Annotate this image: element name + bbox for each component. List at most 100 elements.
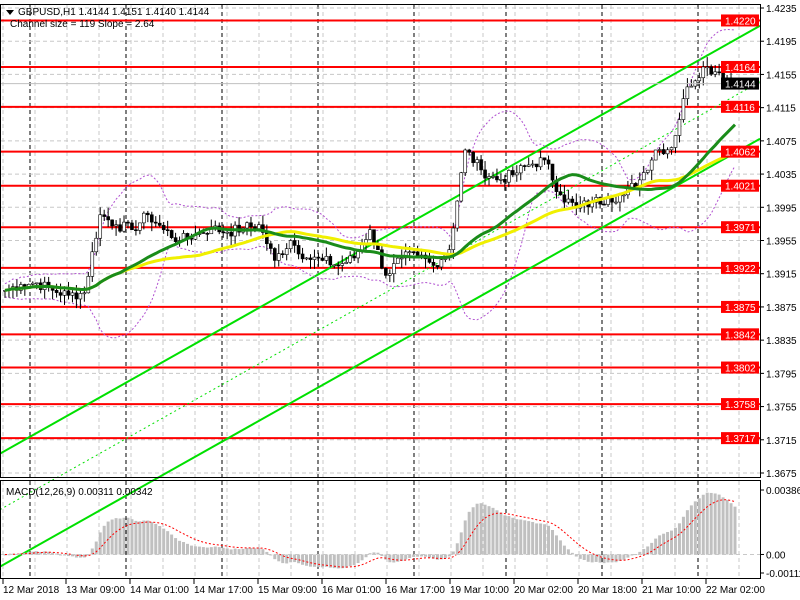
macd-histogram-bar [396,554,400,562]
macd-histogram-bar [106,521,110,555]
collapse-triangle-icon[interactable] [6,10,14,15]
macd-histogram-bar [114,518,118,555]
candle-body [70,292,75,296]
candle-body [114,224,118,227]
candle-body [697,77,702,82]
macd-histogram-bar [523,520,527,555]
candle-body [522,165,527,167]
candle-body [58,292,63,296]
candle-body [316,256,321,259]
candle-body [681,98,686,120]
candle-body [288,240,293,249]
macd-histogram-bar [650,542,654,555]
time-tick-label: 20 Mar 02:00 [514,585,573,596]
macd-histogram-bar [305,554,309,566]
candle-body [677,119,682,136]
macd-histogram-bar [459,532,463,555]
candle-body [439,259,444,268]
candle-body [54,290,59,293]
macd-histogram-bar [201,547,205,555]
macd-histogram-bar [273,554,277,560]
price-tick-label: 1.4035 [766,170,797,181]
level-label: 1.4116 [725,103,755,114]
macd-histogram-bar [55,553,59,555]
macd-histogram-bar [626,554,630,558]
time-tick-label: 19 Mar 10:00 [450,585,509,596]
macd-histogram-bar [193,546,197,555]
macd-histogram-bar [130,519,134,555]
candle-body [169,230,174,238]
time-tick-label: 16 Mar 17:00 [386,585,445,596]
candle-body [550,163,555,181]
macd-histogram-bar [424,554,428,557]
macd-histogram-bar [654,538,658,555]
candle-body [106,216,110,221]
macd-histogram-bar [685,510,689,555]
candle-body [118,224,122,232]
macd-histogram-bar [491,507,495,555]
macd-histogram-bar [51,552,55,555]
candle-body [487,176,491,179]
candle-body [665,149,670,155]
macd-histogram-bar [308,554,312,567]
macd-histogram-bar [622,554,626,560]
macd-histogram-bar [197,546,201,555]
macd-histogram-bar [547,525,551,555]
main-pane-border [0,4,761,478]
level-label-bg [721,145,759,158]
macd-histogram-bar [725,499,729,555]
macd-histogram-bar [170,534,174,555]
candle-body [292,240,297,246]
candle-body [705,66,710,69]
macd-histogram-bar [598,554,602,563]
candle-body [610,197,614,203]
candle-body [534,163,539,168]
macd-histogram-bar [23,552,27,555]
candle-body [618,194,622,203]
bollinger-bands [4,28,736,339]
macd-histogram-bar [400,554,404,562]
macd-histogram-bar [614,554,618,563]
macd-histogram-bar [336,554,340,569]
macd-histogram-bar [154,523,158,555]
candle-body [427,258,432,263]
candle-body [388,273,392,276]
axes: 1.4235 1.4195 1.4155 1.4115 1.4075 1.4035 1.39… [1,4,800,596]
moving-averages [4,123,737,292]
macd-histogram-bar [98,532,102,555]
candle-body [157,222,162,226]
macd-histogram-bar [19,553,23,555]
macd-histogram-bar [511,517,515,555]
macd-histogram-bar [122,517,126,555]
macd-histogram-bar [134,520,138,555]
macd-histogram-bar [527,521,531,555]
macd-histogram-bar [566,549,570,555]
candle-body [296,245,301,255]
macd-histogram-bar [602,554,606,564]
candle-body [395,257,400,264]
macd-histogram-bar [241,548,245,555]
macd-panel [1,492,760,569]
macd-histogram-bar [348,554,352,567]
candle-body [126,221,130,224]
macd-histogram-bar [237,549,241,555]
macd-histogram-bar [642,549,646,555]
macd-histogram-bar [439,554,443,560]
price-tick-label: 1.3715 [766,436,797,447]
macd-histogram-bar [558,540,562,555]
macd-histogram-bar [205,547,209,555]
candle-body [62,290,67,296]
macd-histogram-bar [697,498,701,555]
macd-histogram-bar [487,506,491,555]
macd-histogram-bar [142,520,146,555]
candle-body [225,231,229,234]
candle-body [507,170,511,183]
macd-histogram-bar [412,554,416,558]
candle-body [645,169,650,173]
level-label: 1.4062 [725,148,756,159]
candle-body [380,249,384,269]
price-tick-label: 1.3755 [766,403,797,414]
level-label: 1.4220 [725,16,756,27]
current-price-label-bg [721,77,759,90]
macd-tick-label: 0.00386 [766,486,800,497]
